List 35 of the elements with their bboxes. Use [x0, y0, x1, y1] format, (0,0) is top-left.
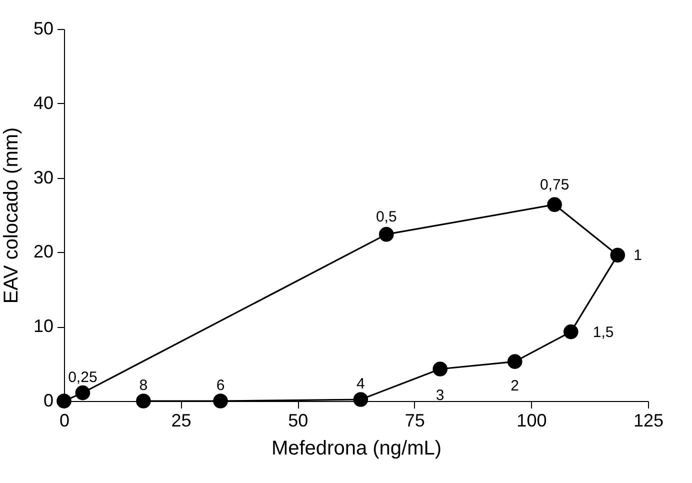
y-tick-label: 0	[43, 390, 54, 410]
point	[353, 392, 368, 407]
annotation: 3	[436, 387, 444, 404]
annotation: 4	[356, 376, 365, 393]
annotation: 8	[139, 377, 148, 394]
point	[432, 362, 448, 376]
annotation: 0,75	[540, 176, 570, 194]
x-tick-label: 75	[404, 410, 425, 430]
point	[136, 394, 151, 408]
point	[547, 197, 562, 212]
annotation: 0,25	[68, 368, 98, 386]
x-tick-label: 125	[633, 410, 664, 430]
annotation: 2	[510, 378, 520, 395]
y-axis-title: EAV colocado (mm)	[0, 127, 22, 304]
annotation: 1	[634, 247, 642, 264]
annotation: 0,5	[376, 208, 397, 226]
annotation: 1,5	[592, 324, 614, 341]
y-tick-label: 40	[33, 92, 54, 113]
point	[378, 226, 394, 242]
point	[75, 385, 90, 400]
x-tick-label: 100	[516, 410, 547, 430]
point	[563, 324, 578, 340]
y-tick-label: 10	[33, 316, 54, 336]
x-axis-title: Mefedrona (ng/mL)	[271, 438, 442, 460]
x-tick-label: 50	[288, 410, 308, 430]
x-tick-label: 0	[59, 410, 70, 430]
point	[213, 394, 228, 408]
x-tick-label: 25	[171, 410, 192, 430]
point	[56, 394, 72, 408]
y-tick-label: 20	[33, 242, 54, 262]
point	[610, 248, 626, 263]
annotation: 6	[216, 377, 225, 394]
y-tick-label: 50	[33, 18, 54, 38]
point	[507, 354, 522, 369]
y-tick-label: 30	[33, 167, 54, 188]
